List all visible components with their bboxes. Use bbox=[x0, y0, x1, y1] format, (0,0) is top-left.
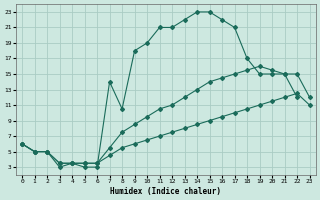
X-axis label: Humidex (Indice chaleur): Humidex (Indice chaleur) bbox=[110, 187, 221, 196]
